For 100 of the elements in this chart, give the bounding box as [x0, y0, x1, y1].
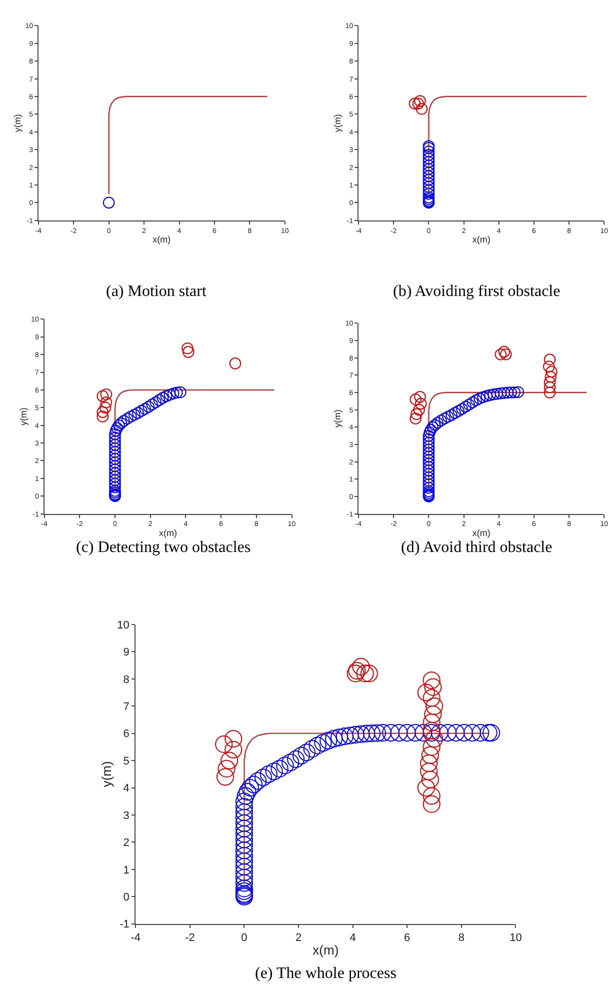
point	[422, 454, 435, 466]
point	[422, 436, 435, 449]
point	[412, 98, 424, 110]
point	[502, 386, 514, 398]
y-tick-label: -1	[120, 918, 130, 931]
point	[424, 678, 442, 696]
point	[480, 390, 492, 402]
point	[460, 400, 472, 413]
point	[422, 146, 435, 158]
point	[424, 426, 436, 438]
text: (d) Avoid third obstacle	[401, 539, 552, 556]
x-axis-title: x(m)	[152, 234, 171, 245]
y-axis-title: y(m)	[99, 761, 114, 788]
point	[220, 752, 238, 770]
x-axis-title: x(m)	[472, 528, 490, 538]
point	[508, 386, 521, 398]
point	[422, 795, 440, 813]
point	[422, 464, 435, 476]
point	[109, 438, 121, 451]
point	[543, 360, 555, 372]
point	[348, 662, 366, 680]
point	[109, 456, 121, 468]
point	[422, 461, 435, 473]
point	[139, 402, 151, 415]
point	[410, 408, 422, 420]
point	[435, 414, 447, 426]
line-series	[108, 96, 268, 194]
y-tick-label: 7	[123, 700, 130, 713]
point	[544, 376, 556, 388]
point	[422, 430, 435, 442]
point	[408, 98, 421, 110]
point	[111, 422, 124, 434]
point	[109, 442, 121, 454]
point	[422, 738, 440, 756]
point	[466, 396, 478, 408]
y-tick-label: 4	[123, 782, 130, 795]
point	[544, 354, 556, 366]
point	[422, 689, 440, 707]
point	[160, 390, 172, 402]
point	[224, 740, 242, 758]
point	[142, 400, 154, 413]
point	[110, 424, 122, 437]
point	[422, 714, 440, 732]
point	[544, 386, 556, 398]
point	[422, 440, 435, 452]
point	[420, 762, 438, 780]
point	[346, 664, 364, 682]
point	[100, 396, 112, 408]
point	[128, 408, 140, 421]
point	[356, 664, 374, 682]
point	[422, 180, 435, 193]
point	[446, 409, 458, 421]
point	[182, 342, 194, 354]
y-tick-label: 2	[123, 837, 130, 850]
point	[544, 381, 556, 394]
point	[422, 170, 435, 182]
y-tick-label: 3	[123, 810, 130, 822]
point	[544, 371, 556, 383]
point	[156, 392, 169, 404]
x-axis-title: x(m)	[312, 942, 339, 958]
point	[422, 433, 435, 446]
point	[422, 722, 440, 740]
y-axis-title: y(m)	[12, 114, 23, 132]
point	[470, 394, 482, 406]
point	[422, 450, 435, 462]
point	[422, 188, 435, 200]
point	[422, 184, 435, 196]
point	[136, 404, 148, 417]
y-tick-label: 9	[123, 646, 130, 659]
point	[352, 658, 370, 676]
point	[498, 387, 510, 399]
point	[424, 424, 437, 436]
point	[425, 697, 444, 715]
point	[425, 730, 444, 748]
point	[546, 366, 558, 378]
point	[182, 346, 194, 358]
point	[422, 166, 435, 178]
x-axis-title: x(m)	[472, 234, 490, 245]
point	[422, 468, 435, 480]
point	[174, 386, 186, 398]
point	[424, 705, 442, 724]
point	[421, 746, 439, 764]
point	[96, 406, 109, 418]
point	[438, 412, 450, 424]
point	[422, 177, 435, 190]
point	[442, 410, 454, 423]
point	[426, 421, 438, 433]
point	[153, 394, 166, 406]
point	[112, 419, 125, 432]
x-tick-label: 10	[510, 932, 522, 944]
text: (b) Avoiding first obstacle	[393, 283, 560, 300]
point	[100, 388, 112, 400]
x-tick-label: 6	[404, 932, 410, 944]
point	[422, 156, 435, 168]
point	[109, 446, 121, 458]
point	[218, 760, 236, 778]
point	[422, 787, 440, 805]
point	[109, 478, 121, 490]
point	[99, 402, 112, 414]
point	[417, 684, 435, 702]
